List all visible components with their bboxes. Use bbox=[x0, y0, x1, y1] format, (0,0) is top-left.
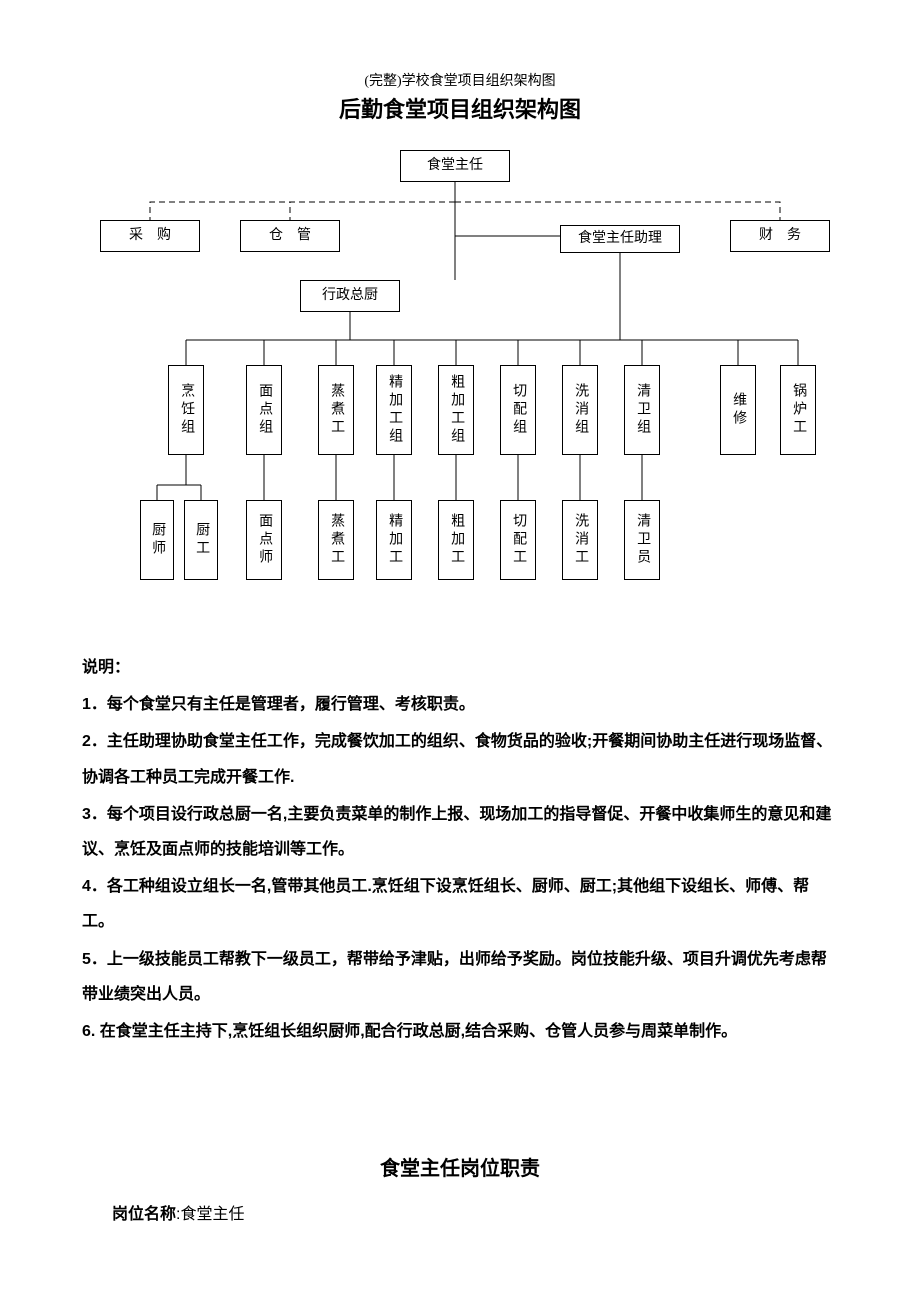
org-node-g8: 清卫组 bbox=[624, 365, 660, 455]
org-node-w8: 清卫员 bbox=[624, 500, 660, 580]
org-chart: 食堂主任采 购仓 管食堂主任助理财 务行政总厨烹饪组面点组蒸煮工精加工组粗加工组… bbox=[0, 140, 920, 620]
explanation-section: 说明： 1．每个食堂只有主任是管理者，履行管理、考核职责。 2．主任助理协助食堂… bbox=[82, 650, 838, 1051]
org-node-g3: 蒸煮工 bbox=[318, 365, 354, 455]
org-node-w7: 洗消工 bbox=[562, 500, 598, 580]
org-node-warehouse: 仓 管 bbox=[240, 220, 340, 252]
org-node-w6: 切配工 bbox=[500, 500, 536, 580]
org-node-w1a: 厨师 bbox=[140, 500, 174, 580]
explain-item: 5．上一级技能员工帮教下一级员工，帮带给予津贴，出师给予奖励。岗位技能升级、项目… bbox=[82, 942, 838, 1012]
org-node-purchase: 采 购 bbox=[100, 220, 200, 252]
job-label: 岗位名称 bbox=[112, 1206, 176, 1223]
org-node-g7: 洗消组 bbox=[562, 365, 598, 455]
section-title: 食堂主任岗位职责 bbox=[0, 1152, 920, 1181]
org-node-finance: 财 务 bbox=[730, 220, 830, 252]
org-node-director: 食堂主任 bbox=[400, 150, 510, 182]
explain-item: 4．各工种组设立组长一名,管带其他员工.烹饪组下设烹饪组长、厨师、厨工;其他组下… bbox=[82, 869, 838, 939]
explain-item: 2．主任助理协助食堂主任工作，完成餐饮加工的组织、食物货品的验收;开餐期间协助主… bbox=[82, 724, 838, 794]
org-node-g5: 粗加工组 bbox=[438, 365, 474, 455]
explain-heading: 说明： bbox=[82, 650, 838, 685]
explain-item: 1．每个食堂只有主任是管理者，履行管理、考核职责。 bbox=[82, 687, 838, 722]
page-title: 后勤食堂项目组织架构图 bbox=[0, 92, 920, 124]
org-node-g4: 精加工组 bbox=[376, 365, 412, 455]
org-node-g1: 烹饪组 bbox=[168, 365, 204, 455]
job-name-line: 岗位名称:食堂主任 bbox=[112, 1200, 244, 1224]
org-node-g9: 维修 bbox=[720, 365, 756, 455]
explain-item: 6. 在食堂主任主持下,烹饪组长组织厨师,配合行政总厨,结合采购、仓管人员参与周… bbox=[82, 1014, 838, 1049]
org-node-g6: 切配组 bbox=[500, 365, 536, 455]
org-node-g10: 锅炉工 bbox=[780, 365, 816, 455]
page-header-small: (完整)学校食堂项目组织架构图 bbox=[0, 70, 920, 90]
org-node-assistant: 食堂主任助理 bbox=[560, 225, 680, 253]
org-node-w1b: 厨工 bbox=[184, 500, 218, 580]
org-node-chef: 行政总厨 bbox=[300, 280, 400, 312]
org-node-w5: 粗加工 bbox=[438, 500, 474, 580]
org-node-w3: 蒸煮工 bbox=[318, 500, 354, 580]
org-node-g2: 面点组 bbox=[246, 365, 282, 455]
org-node-w4: 精加工 bbox=[376, 500, 412, 580]
explain-item: 3．每个项目设行政总厨一名,主要负责菜单的制作上报、现场加工的指导督促、开餐中收… bbox=[82, 797, 838, 867]
org-node-w2: 面点师 bbox=[246, 500, 282, 580]
job-value: :食堂主任 bbox=[176, 1206, 244, 1223]
